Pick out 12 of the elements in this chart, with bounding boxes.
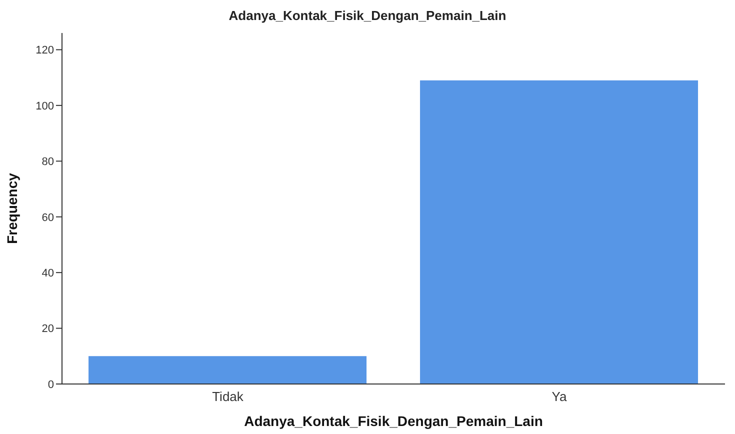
y-tick-label: 60 (42, 212, 54, 224)
y-tick-label: 100 (36, 100, 54, 112)
x-tick-label: Ya (552, 389, 568, 404)
y-tick-label: 120 (36, 44, 54, 57)
x-tick-label: Tidak (212, 389, 244, 404)
y-tick-label: 40 (42, 267, 54, 280)
y-tick-label: 20 (42, 323, 54, 336)
y-tick-label: 0 (48, 378, 54, 391)
y-tick-label: 80 (42, 156, 54, 168)
y-axis-title: Frequency (4, 172, 20, 244)
x-axis-title: Adanya_Kontak_Fisik_Dengan_Pemain_Lain (244, 413, 543, 429)
chart-title: Adanya_Kontak_Fisik_Dengan_Pemain_Lain (228, 8, 508, 23)
